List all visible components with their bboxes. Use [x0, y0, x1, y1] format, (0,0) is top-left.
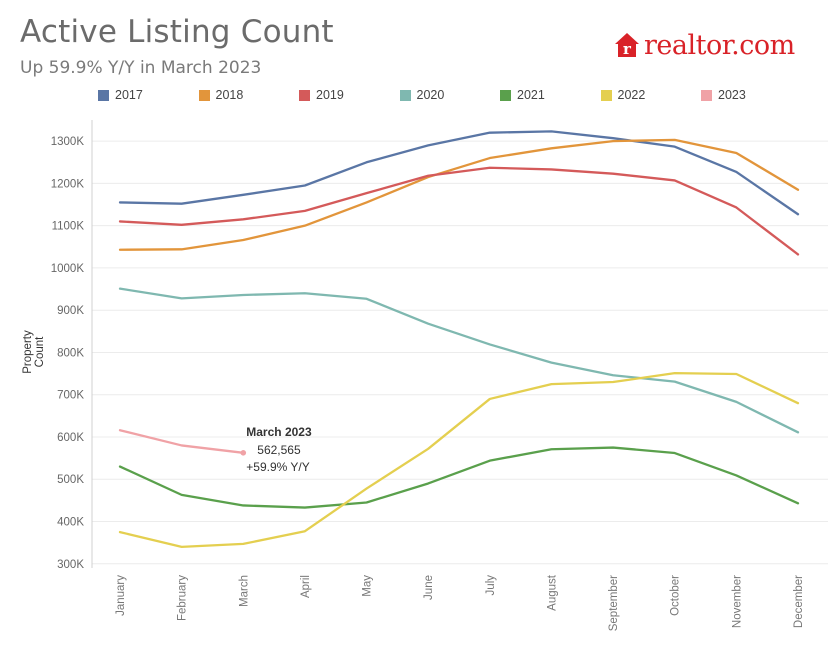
legend-label: 2017 — [115, 88, 143, 102]
legend-item-2021: 2021 — [500, 88, 545, 102]
x-tick-label: June — [423, 575, 435, 600]
logo-mark: r — [623, 40, 632, 58]
x-tick-label: November — [731, 575, 743, 628]
y-tick-label: 1300K — [51, 136, 85, 148]
y-tick-label: 1200K — [51, 178, 85, 190]
legend-item-2023: 2023 — [701, 88, 746, 102]
legend-swatch — [198, 89, 210, 101]
x-tick-label: December — [793, 575, 805, 628]
y-tick-label: 900K — [57, 305, 84, 317]
series-line-2018 — [118, 138, 800, 251]
legend-label: 2023 — [718, 88, 746, 102]
series-line-2017 — [118, 130, 800, 216]
annotation-point — [240, 450, 247, 456]
annotation-title: March 2023 — [246, 425, 312, 439]
legend-item-2022: 2022 — [600, 88, 646, 102]
y-tick-label: 800K — [57, 347, 84, 359]
legend-item-2020: 2020 — [399, 88, 445, 102]
legend-swatch — [500, 89, 511, 101]
legend-label: 2021 — [517, 88, 545, 102]
x-tick-label: September — [608, 575, 620, 631]
x-tick-label: April — [300, 575, 312, 598]
series-line-2019 — [118, 166, 800, 256]
legend-item-2018: 2018 — [198, 88, 244, 102]
y-axis-title: Property Count — [22, 330, 46, 374]
annotation-change: +59.9% Y/Y — [246, 460, 309, 474]
y-tick-label: 500K — [57, 474, 84, 486]
legend-swatch — [399, 89, 411, 101]
x-tick-label: March — [238, 575, 250, 607]
y-tick-label: 1100K — [52, 221, 85, 233]
realtor-logo: r realtor.com — [614, 28, 795, 62]
logo-text: realtor.com — [644, 29, 795, 61]
legend-swatch — [701, 89, 712, 101]
series-line-2021 — [118, 446, 800, 509]
series-line-2022 — [118, 372, 800, 549]
y-tick-label: 400K — [57, 517, 84, 529]
house-icon: r — [615, 33, 639, 58]
x-tick-label: October — [670, 575, 682, 616]
legend-swatch — [600, 89, 612, 101]
legend-swatch — [299, 89, 310, 101]
series-line-2020 — [118, 287, 800, 434]
legend-label: 2018 — [215, 88, 244, 102]
series-line-2023 — [118, 429, 245, 454]
legend-item-2019: 2019 — [299, 88, 344, 102]
chart-title: Active Listing Count — [20, 14, 334, 50]
x-tick-label: May — [362, 575, 374, 597]
x-tick-label: August — [546, 574, 558, 611]
chart-subtitle: Up 59.9% Y/Y in March 2023 — [20, 58, 262, 78]
legend-label: 2022 — [617, 88, 646, 102]
y-tick-label: 700K — [57, 390, 84, 402]
y-tick-label: 1000K — [51, 263, 85, 275]
legend-swatch — [98, 89, 109, 101]
annotation-value: 562,565 — [257, 443, 301, 457]
x-tick-label: January — [115, 575, 127, 616]
x-tick-label: February — [177, 575, 189, 621]
legend-label: 2019 — [316, 88, 344, 102]
legend-label: 2020 — [416, 88, 445, 102]
y-tick-label: 600K — [57, 432, 84, 444]
legend-item-2017: 2017 — [98, 88, 143, 102]
x-tick-label: July — [485, 575, 497, 596]
y-tick-label: 300K — [57, 559, 84, 571]
